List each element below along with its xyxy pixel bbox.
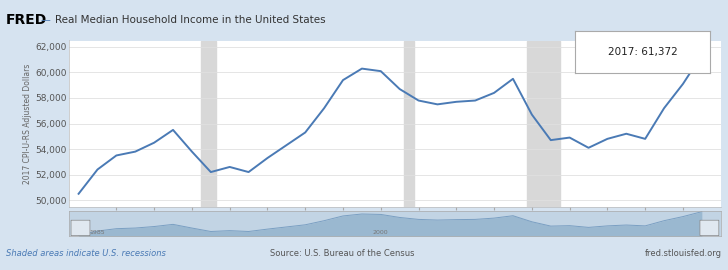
Text: Shaded areas indicate U.S. recessions: Shaded areas indicate U.S. recessions xyxy=(6,249,166,258)
Text: Real Median Household Income in the United States: Real Median Household Income in the Unit… xyxy=(55,15,325,25)
Text: 2017: 61,372: 2017: 61,372 xyxy=(608,47,677,57)
Text: —: — xyxy=(40,15,50,25)
Bar xyxy=(202,40,215,207)
Text: fred.stlouisfed.org: fred.stlouisfed.org xyxy=(645,249,722,258)
Text: FRED: FRED xyxy=(6,13,47,27)
Bar xyxy=(527,40,560,207)
Text: 1985: 1985 xyxy=(90,230,106,235)
Y-axis label: 2017 CPI-U-RS Adjusted Dollars: 2017 CPI-U-RS Adjusted Dollars xyxy=(23,63,32,184)
FancyBboxPatch shape xyxy=(700,220,719,236)
Text: 2000: 2000 xyxy=(373,230,389,235)
Text: Source: U.S. Bureau of the Census: Source: U.S. Bureau of the Census xyxy=(270,249,414,258)
Bar xyxy=(404,40,414,207)
FancyBboxPatch shape xyxy=(71,220,90,236)
